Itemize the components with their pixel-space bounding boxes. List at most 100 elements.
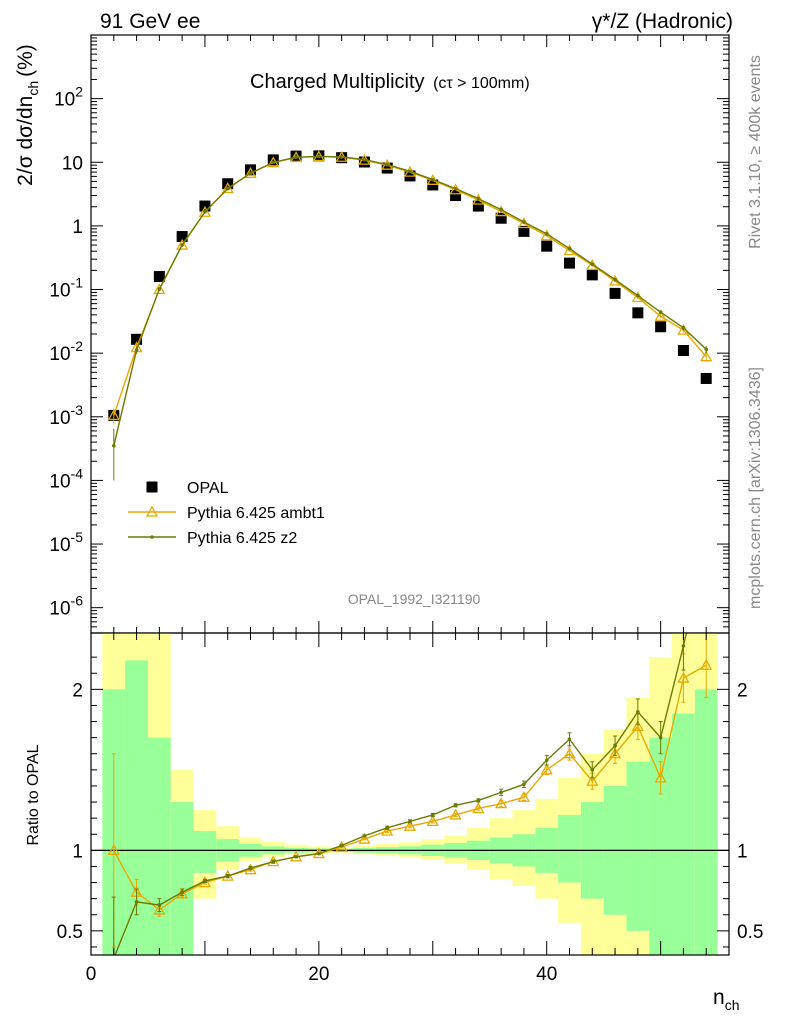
pythia-6-425-z2-point: [362, 157, 367, 162]
ratio-pythia-6-425-ambt1-point: [495, 797, 508, 809]
pythia-6-425-z2-point: [590, 262, 595, 267]
pythia-6-425-ambt1-point: [586, 258, 599, 270]
ratio-pythia-6-425-z2-point: [636, 710, 640, 714]
ratio-pythia-6-425-z2-point: [476, 798, 481, 803]
analysis-watermark: OPAL_1992_I321190: [348, 591, 481, 607]
ratio-pythia-6-425-ambt1-point: [654, 771, 667, 783]
ratio-pythia-6-425-ambt1-point: [631, 720, 644, 732]
pythia-6-425-z2-point: [271, 160, 276, 165]
pythia-6-425-z2-point: [430, 177, 435, 182]
pythia-6-425-ambt1-point: [244, 166, 257, 178]
opal-point: [153, 271, 165, 283]
opal-point: [381, 162, 393, 174]
ratio-pythia-6-425-ambt1-point: [358, 832, 371, 844]
main-ytick-label: 10: [62, 153, 83, 174]
ratio-pythia-6-425-ambt1-point: [449, 808, 462, 820]
ratio-pythia-6-425-ambt1-point: [153, 903, 166, 915]
ratio-pythia-6-425-z2-point: [157, 903, 162, 907]
main-plot: [107, 150, 713, 481]
pythia-6-425-z2-point: [476, 196, 481, 201]
plot-title-text: Charged Multiplicity: [250, 71, 425, 93]
ratio-band-inner: [626, 761, 650, 931]
ratio-band-inner: [649, 737, 673, 955]
opal-point: [564, 257, 575, 269]
opal-point: [632, 307, 644, 319]
ratio-series: [107, 633, 713, 960]
ratio-pythia-6-425-ambt1-point: [517, 790, 531, 802]
main-ylabel-sub: ch: [25, 81, 41, 96]
main-ytick-label: 10-1: [49, 275, 83, 302]
ratio-ytick-label-left: 1: [72, 841, 83, 862]
rivet-label: Rivet 3.1.10, ≥ 400k events: [747, 55, 764, 249]
opal-point: [358, 156, 370, 168]
pythia-6-425-ambt1-point: [176, 238, 189, 250]
ratio-pythia-6-425-ambt1-point: [677, 671, 690, 683]
ratio-pythia-6-425-z2-point: [317, 851, 321, 856]
ratio-pythia-6-425-z2-point: [567, 737, 572, 742]
ratio-ytick-label-left: 2: [72, 680, 83, 701]
opal-point: [495, 212, 507, 224]
opal-point: [677, 345, 689, 357]
main-ytick-label: 1: [72, 217, 83, 238]
ratio-ytick-label-left: 0.5: [57, 922, 83, 943]
pythia-6-425-z2-point: [636, 293, 640, 298]
opal-point: [655, 321, 667, 333]
main-ytick-label: 10-5: [49, 529, 83, 556]
plot-title-note: (cτ > 100mm): [433, 75, 530, 92]
ratio-band-inner: [147, 737, 171, 955]
ratio-pythia-6-425-z2-point: [681, 644, 686, 648]
main-ytick-label: 10-6: [49, 593, 83, 620]
opal-point: [472, 200, 484, 212]
legend-label-pythia-6-425-z2: Pythia 6.425 z2: [187, 530, 297, 547]
ratio-pythia-6-425-ambt1-point: [107, 844, 120, 855]
pythia-6-425-z2-line: [113, 155, 707, 446]
ratio-pythia-6-425-z2-point: [385, 826, 390, 830]
main-ylabel-unit: (%): [14, 44, 37, 77]
pythia-6-425-ambt1-point: [153, 283, 166, 295]
ratio-xtick-label: 20: [308, 964, 329, 985]
ratio-xlabel: nch: [713, 986, 739, 1013]
pythia-6-425-z2-point: [339, 155, 344, 159]
ratio-band-inner: [672, 713, 695, 955]
pythia-6-425-ambt1-point: [608, 274, 622, 286]
legend-marker-pythia-6-425-z2: [150, 535, 154, 539]
pythia-6-425-z2-point: [385, 162, 390, 167]
ratio-xtick-label: 40: [536, 964, 557, 985]
legend-marker-opal: [146, 481, 158, 493]
ratio-pythia-6-425-z2-point: [203, 879, 207, 883]
ratio-band-inner: [694, 689, 718, 955]
pythia-6-425-z2-point: [567, 246, 572, 251]
ratio-pythia-6-425-ambt1-point: [426, 815, 439, 827]
pythia-6-425-z2-point: [408, 169, 412, 174]
header-right: γ*/Z (Hadronic): [592, 10, 733, 33]
pythia-6-425-z2-point: [681, 326, 686, 330]
ratio-band-inner: [193, 831, 217, 873]
ratio-xlabel-sub: ch: [725, 997, 740, 1013]
opal-point: [541, 240, 553, 252]
ratio-ytick-label-right: 0.5: [737, 922, 763, 943]
ratio-band-inner: [558, 814, 581, 883]
pythia-6-425-z2-point: [522, 220, 526, 224]
opal-point: [176, 231, 188, 243]
pythia-6-425-z2-point: [248, 171, 253, 175]
main-ytick-label: 102: [54, 84, 83, 111]
ratio-pythia-6-425-z2-point: [294, 854, 298, 859]
main-ylabel: 2/σ dσ/dnch (%): [14, 44, 41, 186]
pythia-6-425-z2-point: [203, 210, 207, 214]
plot-title: Charged Multiplicity (cτ > 100mm): [250, 71, 530, 93]
ratio-pythia-6-425-z2-point: [613, 743, 617, 748]
ratio-pythia-6-425-z2-point: [590, 768, 595, 772]
main-ytick-label: 10-2: [49, 338, 83, 365]
ratio-pythia-6-425-z2-point: [271, 859, 276, 864]
opal-point: [131, 333, 143, 345]
pythia-6-425-z2-point: [225, 186, 230, 191]
ratio-plot: [91, 633, 729, 960]
ratio-band-inner: [170, 802, 194, 955]
opal-point: [245, 164, 256, 176]
ratio-pythia-6-425-z2-point: [522, 782, 526, 787]
pythia-6-425-ambt1-point: [198, 205, 212, 217]
ratio-xtick-label: 0: [86, 964, 97, 985]
ratio-pythia-6-425-z2-point: [112, 956, 116, 960]
pythia-6-425-ambt1-point: [221, 182, 234, 194]
ratio-pythia-6-425-z2-point: [362, 834, 367, 838]
